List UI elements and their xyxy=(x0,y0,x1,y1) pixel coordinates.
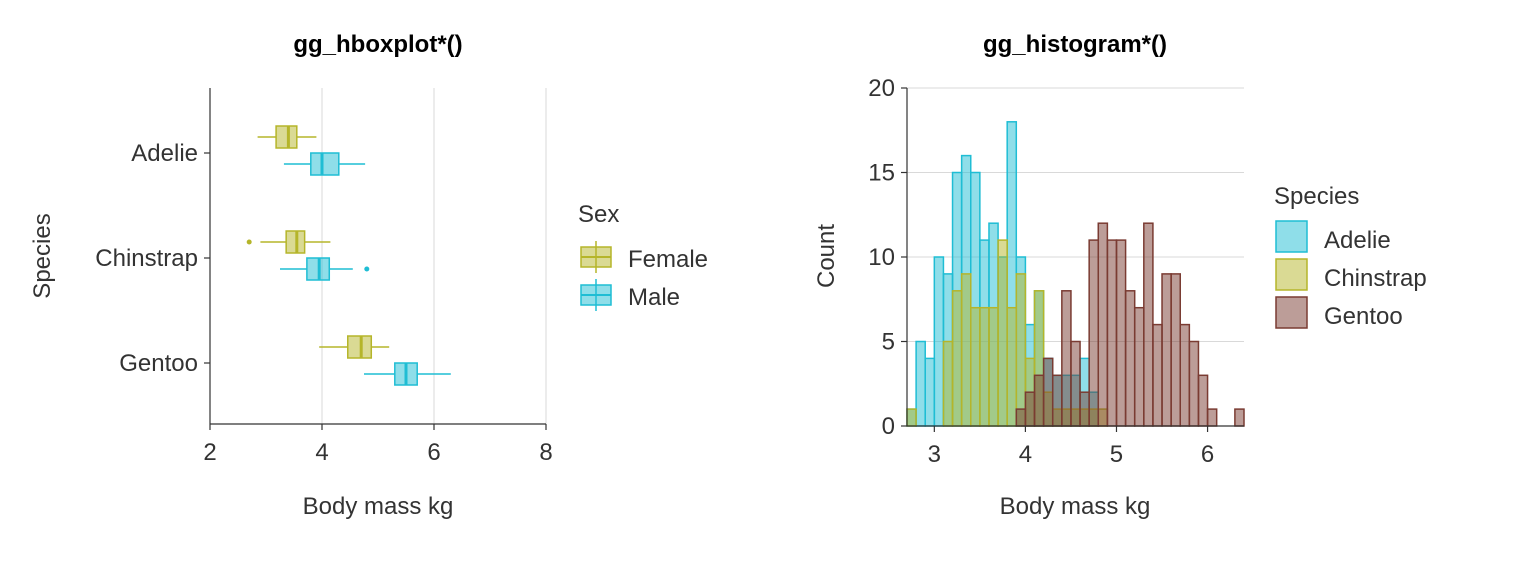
boxplot-title: gg_hboxplot*() xyxy=(293,31,462,58)
histogram-bar xyxy=(1061,290,1072,427)
boxplot-y-tick-label: Gentoo xyxy=(119,350,198,377)
histogram-y-tick-label: 15 xyxy=(868,160,895,187)
histogram-bar xyxy=(933,256,945,427)
histogram-bars xyxy=(906,121,1245,427)
histogram-bar xyxy=(1015,408,1027,427)
histogram-legend-key xyxy=(1275,296,1308,329)
histogram-bar xyxy=(1133,306,1145,427)
histogram-y-tick-label: 10 xyxy=(868,244,895,271)
histogram-bar xyxy=(1015,273,1027,427)
histogram-bar xyxy=(1170,273,1181,427)
boxplot-x-tick-label: 2 xyxy=(203,439,216,466)
histogram-bar xyxy=(988,306,999,427)
histogram-x-tick-label: 3 xyxy=(928,441,941,468)
histogram-bar xyxy=(960,273,972,427)
histogram-bar xyxy=(906,408,917,427)
boxplot-box xyxy=(347,335,373,359)
boxplot-x-tick-label: 8 xyxy=(539,439,552,466)
histogram-legend-key xyxy=(1275,220,1308,253)
histogram-bar xyxy=(1033,374,1045,427)
histogram-bar xyxy=(970,306,981,427)
boxplot-y-axis-title: Species xyxy=(29,213,56,298)
boxplot-box xyxy=(275,125,298,149)
histogram-bar xyxy=(1206,408,1218,427)
histogram-bar xyxy=(951,290,963,427)
histogram-y-axis-title: Count xyxy=(813,224,840,288)
histogram-legend-key xyxy=(1275,258,1308,291)
histogram-x-tick-label: 5 xyxy=(1110,441,1123,468)
boxplot-y-tick-label: Adelie xyxy=(131,140,198,167)
histogram-bar xyxy=(915,340,926,427)
histogram-bar xyxy=(1097,222,1109,427)
histogram-legend-label: Chinstrap xyxy=(1324,265,1427,292)
histogram-bar xyxy=(979,306,990,427)
boxplot-box xyxy=(310,152,340,176)
histogram-title: gg_histogram*() xyxy=(983,31,1167,58)
histogram-bar xyxy=(1079,391,1090,427)
histogram-y-tick-label: 0 xyxy=(882,413,895,440)
boxplot-chart: 2 4 6 8 Adelie Chinstrap Gentoo gg_hboxplot*()… xyxy=(29,31,708,520)
boxplot-x-tick-label: 6 xyxy=(427,439,440,466)
histogram-bar xyxy=(1006,306,1018,427)
histogram-bar xyxy=(1188,340,1200,427)
histogram-bar xyxy=(1143,222,1154,427)
boxplot-gridlines xyxy=(321,88,547,424)
histogram-bar xyxy=(1234,408,1245,427)
histogram-legend-label: Gentoo xyxy=(1324,303,1403,330)
histogram-x-axis-title: Body mass kg xyxy=(1000,493,1151,520)
histogram-bar xyxy=(1042,357,1054,427)
histogram-bar xyxy=(1088,239,1100,427)
histogram-bar xyxy=(1051,374,1063,427)
boxplot-legend-title: Sex xyxy=(578,201,619,228)
histogram-legend-label: Adelie xyxy=(1324,227,1391,254)
boxplot-x-tick-label: 4 xyxy=(315,439,328,466)
histogram-legend-title: Species xyxy=(1274,183,1359,210)
boxplot-legend-label: Female xyxy=(628,246,708,273)
boxplot-x-axis-title: Body mass kg xyxy=(303,493,454,520)
boxplot-legend: Sex Female Male xyxy=(578,201,708,311)
histogram-bar xyxy=(1152,323,1163,427)
histogram-y-tick-label: 5 xyxy=(882,329,895,356)
histogram-bar xyxy=(1161,273,1172,427)
histogram-x-tick-label: 4 xyxy=(1019,441,1032,468)
boxplot-legend-label: Male xyxy=(628,284,680,311)
histogram-bar xyxy=(1024,391,1036,427)
boxplot-axes: 2 4 6 8 Adelie Chinstrap Gentoo xyxy=(95,88,553,466)
histogram-bar xyxy=(1197,374,1209,427)
histogram-axes: 0 5 10 15 20 3 4 5 6 xyxy=(868,75,1244,468)
histogram-y-tick-label: 20 xyxy=(868,75,895,102)
histogram-bar xyxy=(1124,290,1136,427)
histogram-bar xyxy=(1106,239,1118,427)
boxplot-outlier xyxy=(364,266,370,272)
histogram-chart: 0 5 10 15 20 3 4 5 6 gg_histogram*() Body mass k… xyxy=(813,31,1427,520)
histogram-bar xyxy=(997,239,1008,427)
histogram-bar xyxy=(924,357,936,427)
boxplot-outlier xyxy=(246,239,252,245)
histogram-bar xyxy=(1115,239,1127,427)
histogram-bar xyxy=(942,340,954,427)
boxplot-boxes xyxy=(246,125,451,386)
histogram-legend: Species Adelie Chinstrap Gentoo xyxy=(1274,183,1427,330)
boxplot-y-tick-label: Chinstrap xyxy=(95,245,198,272)
histogram-x-tick-label: 6 xyxy=(1201,441,1214,468)
histogram-bar xyxy=(1070,340,1081,427)
histogram-bar xyxy=(1179,323,1191,427)
